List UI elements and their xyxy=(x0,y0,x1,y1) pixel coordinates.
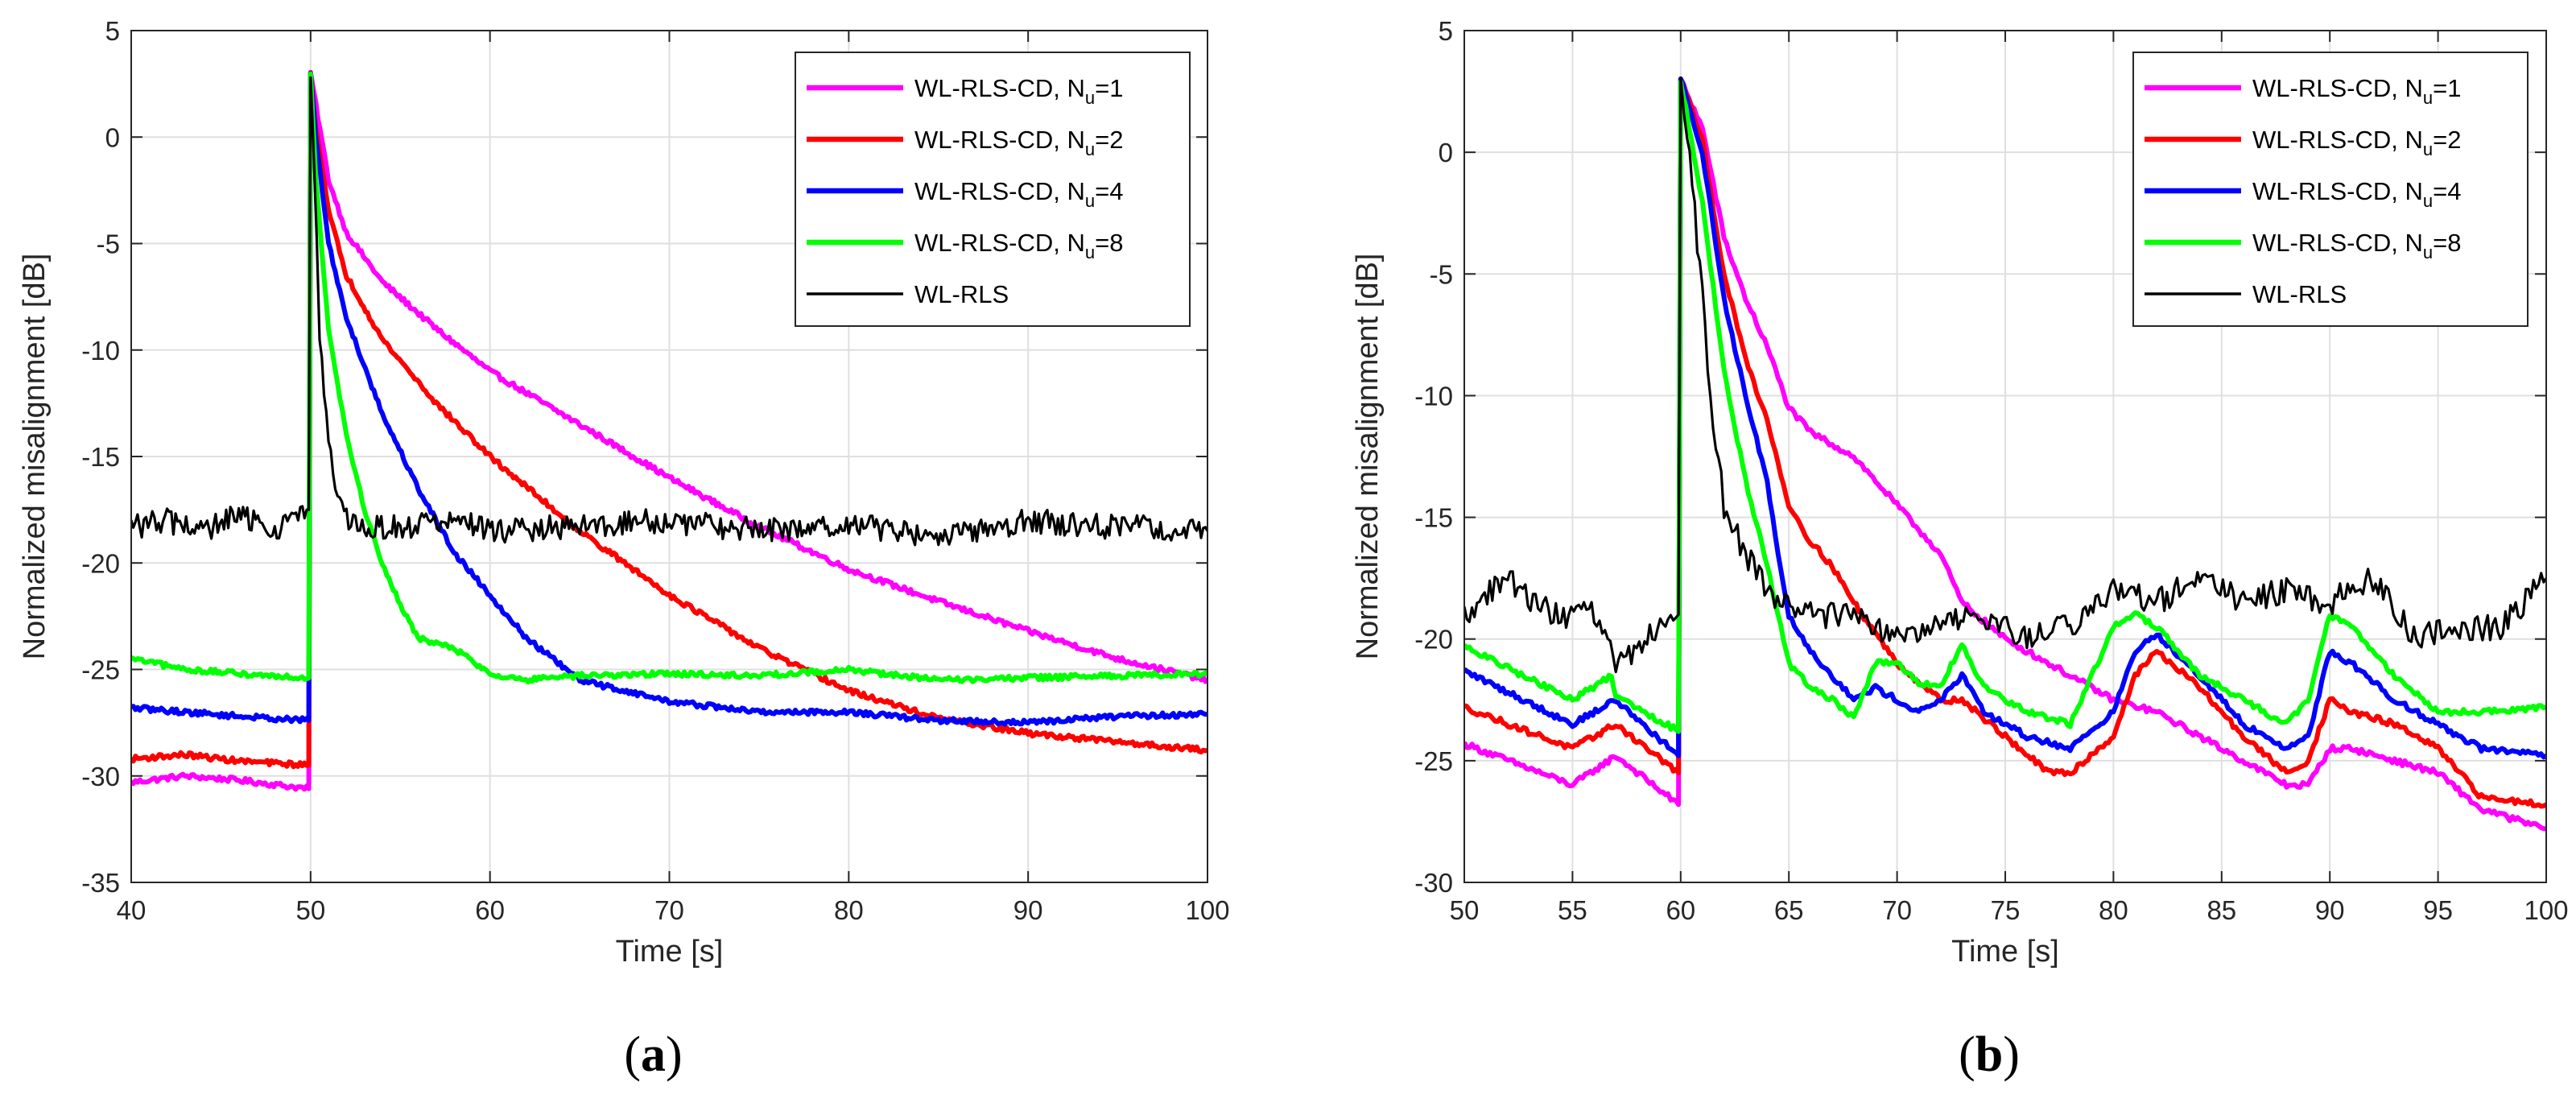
legend-label-1: WL-RLS-CD, Nu=1 xyxy=(2252,74,2461,108)
x-tick-label: 75 xyxy=(1991,895,2021,925)
panel-caption-b: (b) xyxy=(1959,1027,2020,1082)
x-tick-label: 50 xyxy=(1450,895,1480,925)
legend-label-3: WL-RLS-CD, Nu=4 xyxy=(2252,177,2461,211)
y-tick-label: -5 xyxy=(1430,259,1453,289)
x-tick-label: 70 xyxy=(654,895,684,925)
legend-label-1: WL-RLS-CD, Nu=1 xyxy=(914,74,1123,108)
legend-label-4: WL-RLS-CD, Nu=8 xyxy=(914,229,1123,262)
x-tick-label: 100 xyxy=(2524,895,2568,925)
x-tick-label: 95 xyxy=(2423,895,2453,925)
legend-label-4: WL-RLS-CD, Nu=8 xyxy=(2252,229,2461,262)
legend-label-2: WL-RLS-CD, Nu=2 xyxy=(914,126,1123,159)
series-line-1 xyxy=(1464,76,2546,832)
x-tick-label: 70 xyxy=(1882,895,1912,925)
y-axis-label: Normalized misalignment [dB] xyxy=(18,254,52,660)
y-tick-label: -30 xyxy=(1414,868,1453,898)
x-tick-label: 60 xyxy=(475,895,505,925)
legend-label-2: WL-RLS-CD, Nu=2 xyxy=(2252,126,2461,159)
y-tick-label: -15 xyxy=(1414,503,1453,533)
chart-panel-a: 40 50 60 70 80 90 10050-5-10-15-20-25-30-35Tim… xyxy=(18,16,1230,969)
x-tick-label: 100 xyxy=(1185,895,1229,925)
y-tick-label: 5 xyxy=(1439,16,1453,46)
series-group xyxy=(1464,76,2546,832)
x-tick-label: 80 xyxy=(834,895,864,925)
y-tick-label: 5 xyxy=(105,16,120,46)
y-tick-label: -20 xyxy=(1414,625,1453,655)
x-tick-label: 90 xyxy=(2315,895,2345,925)
legend-label-3: WL-RLS-CD, Nu=4 xyxy=(914,177,1123,211)
y-tick-label: 0 xyxy=(105,122,120,152)
series-line-3 xyxy=(1464,76,2546,760)
legend-label-5: WL-RLS xyxy=(914,280,1009,308)
legend: WL-RLS-CD, Nu=1 WL-RLS-CD, Nu=2 WL-RLS-CD,… xyxy=(795,52,1191,327)
y-tick-label: -15 xyxy=(81,442,120,472)
y-tick-label: -10 xyxy=(1414,381,1453,411)
series-line-2 xyxy=(1464,79,2546,809)
x-axis-label: Time [s] xyxy=(616,935,724,969)
legend-label-5: WL-RLS xyxy=(2252,280,2347,308)
y-tick-label: -35 xyxy=(81,868,120,898)
x-tick-label: 85 xyxy=(2207,895,2236,925)
y-tick-label: -5 xyxy=(97,229,120,259)
y-tick-label: -10 xyxy=(81,336,120,366)
series-line-5 xyxy=(131,76,1208,547)
y-axis-label: Normalized misalignment [dB] xyxy=(1351,254,1385,660)
x-tick-label: 55 xyxy=(1558,895,1587,925)
y-tick-label: -25 xyxy=(1414,746,1453,776)
legend: WL-RLS-CD, Nu=1 WL-RLS-CD, Nu=2 WL-RLS-CD,… xyxy=(2132,52,2529,327)
series-group xyxy=(131,69,1208,792)
y-tick-label: -25 xyxy=(81,655,120,685)
y-tick-label: -20 xyxy=(81,548,120,578)
x-tick-label: 50 xyxy=(295,895,325,925)
chart-panel-b: 50 55 60 65 70 75 80 85 90 95 10050-5-10-15-20-25-… xyxy=(1351,16,2569,969)
panel-caption-a: (a) xyxy=(624,1027,682,1082)
x-tick-label: 65 xyxy=(1774,895,1804,925)
series-line-4 xyxy=(1464,79,2546,734)
x-tick-label: 60 xyxy=(1666,895,1695,925)
series-line-5 xyxy=(1464,76,2546,674)
x-tick-label: 80 xyxy=(2099,895,2128,925)
x-tick-label: 90 xyxy=(1013,895,1043,925)
y-tick-label: -30 xyxy=(81,762,120,791)
x-tick-label: 40 xyxy=(117,895,147,925)
x-axis-label: Time [s] xyxy=(1951,935,2059,969)
y-tick-label: 0 xyxy=(1439,138,1453,167)
